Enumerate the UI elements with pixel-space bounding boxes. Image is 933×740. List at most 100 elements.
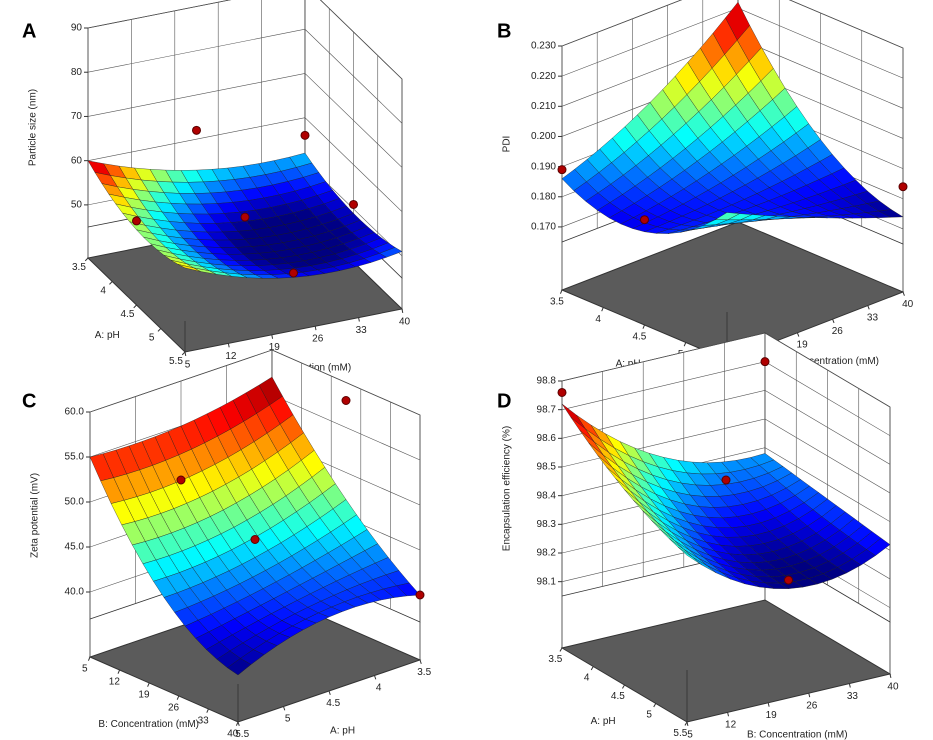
- panel: B 0.170 0.180 0.190 0.200 0.210 0.220 0.230 PDI 3…: [497, 0, 914, 378]
- x-tick-label: 4.5: [326, 698, 340, 709]
- x-tick: [84, 257, 89, 262]
- y-tick-label: 12: [225, 351, 237, 362]
- design-point: [289, 268, 298, 278]
- y-axis-title: B: Concentration (mM): [778, 356, 879, 367]
- grid-line: [271, 349, 421, 416]
- x-tick: [642, 324, 645, 329]
- grid-line: [764, 418, 891, 494]
- x-tick-label: 4: [595, 314, 601, 325]
- y-tick: [727, 712, 730, 717]
- y-tick-label: 26: [832, 326, 844, 337]
- x-tick: [601, 307, 604, 312]
- y-tick: [848, 683, 851, 688]
- x-tick-label: 4.5: [611, 691, 625, 702]
- panel-label: C: [22, 390, 36, 412]
- x-tick-label: 4.5: [632, 332, 646, 343]
- x-tick-label: 5: [646, 709, 652, 720]
- x-tick: [653, 703, 657, 708]
- x-tick: [109, 281, 113, 285]
- z-axis-title: Encapsulation efficiency (%): [502, 426, 513, 551]
- design-point: [640, 215, 649, 225]
- design-point: [898, 182, 908, 192]
- y-tick: [227, 343, 230, 348]
- grid-line: [87, 117, 306, 161]
- x-tick: [181, 351, 186, 356]
- panel: D 98.1 98.2 98.3 98.4 98.5 98.6 98.7 98.8 Encapsu…: [497, 332, 899, 740]
- grid-line: [764, 332, 891, 408]
- grid-line: [561, 418, 766, 468]
- y-tick-label: 19: [269, 342, 281, 353]
- y-axis-title: B: Concentration (mM): [747, 730, 848, 740]
- grid-line: [789, 0, 904, 49]
- design-point: [132, 216, 141, 226]
- y-tick: [147, 682, 150, 687]
- z-tick-label: 80: [71, 67, 83, 78]
- y-tick-label: 33: [847, 691, 859, 702]
- x-tick-label: 5: [149, 332, 155, 343]
- x-axis-title: A: pH: [95, 330, 120, 341]
- x-tick: [683, 342, 687, 347]
- y-tick: [686, 721, 689, 727]
- grid-line: [764, 390, 891, 465]
- z-tick-label: 0.190: [531, 161, 556, 172]
- grid-line: [87, 0, 231, 29]
- grid-line: [561, 361, 766, 410]
- y-tick: [358, 317, 360, 322]
- y-tick-label: 26: [806, 700, 818, 711]
- z-axis-title: Particle size (nm): [28, 89, 39, 166]
- x-axis-title: A: pH: [330, 725, 355, 736]
- design-point: [721, 475, 731, 485]
- y-tick: [796, 332, 800, 337]
- grid-line: [87, 73, 306, 117]
- y-tick-label: 19: [138, 690, 150, 701]
- x-tick-label: 5.5: [235, 729, 249, 740]
- z-tick-label: 90: [71, 23, 83, 34]
- x-tick-label: 3.5: [417, 667, 431, 678]
- x-tick-label: 3.5: [550, 297, 564, 308]
- y-tick: [87, 656, 91, 661]
- z-tick-label: 0.230: [531, 41, 556, 52]
- z-tick-label: 98.5: [537, 462, 557, 473]
- z-tick-label: 0.180: [531, 191, 556, 202]
- x-tick: [328, 690, 331, 695]
- y-tick: [832, 319, 835, 324]
- design-point: [341, 396, 351, 405]
- y-tick-label: 26: [168, 703, 180, 714]
- z-tick-label: 50.0: [65, 497, 85, 508]
- x-tick: [559, 647, 563, 652]
- y-tick-label: 33: [356, 325, 368, 336]
- x-tick: [374, 675, 377, 680]
- y-tick: [902, 291, 905, 296]
- design-point: [300, 130, 310, 140]
- y-tick: [206, 708, 209, 713]
- grid-line: [304, 29, 403, 124]
- y-tick-label: 26: [312, 334, 324, 345]
- y-tick-label: 33: [198, 716, 210, 727]
- y-tick: [314, 326, 317, 331]
- design-point: [557, 387, 567, 397]
- y-tick: [184, 351, 187, 357]
- surface-cell: [178, 264, 201, 272]
- x-tick-label: 4: [376, 682, 382, 693]
- y-tick: [401, 308, 404, 314]
- grid-line: [764, 361, 891, 436]
- y-axis-title: B: Concentration (mM): [98, 719, 199, 730]
- floor: [560, 221, 905, 361]
- y-tick: [889, 673, 892, 679]
- x-tick-label: 4.5: [120, 309, 134, 320]
- x-tick: [622, 684, 625, 689]
- z-tick-label: 0.210: [531, 101, 556, 112]
- x-tick-label: 3.5: [548, 654, 562, 665]
- surface-cell: [714, 212, 741, 220]
- design-point: [415, 590, 425, 600]
- y-tick-label: 19: [766, 710, 778, 721]
- z-tick-label: 70: [71, 111, 83, 122]
- grid-line: [320, 0, 403, 80]
- z-tick-label: 0.170: [531, 222, 556, 233]
- design-point: [240, 212, 250, 222]
- grid-line: [271, 394, 421, 461]
- z-tick-label: 98.3: [537, 519, 557, 530]
- y-tick: [767, 702, 770, 707]
